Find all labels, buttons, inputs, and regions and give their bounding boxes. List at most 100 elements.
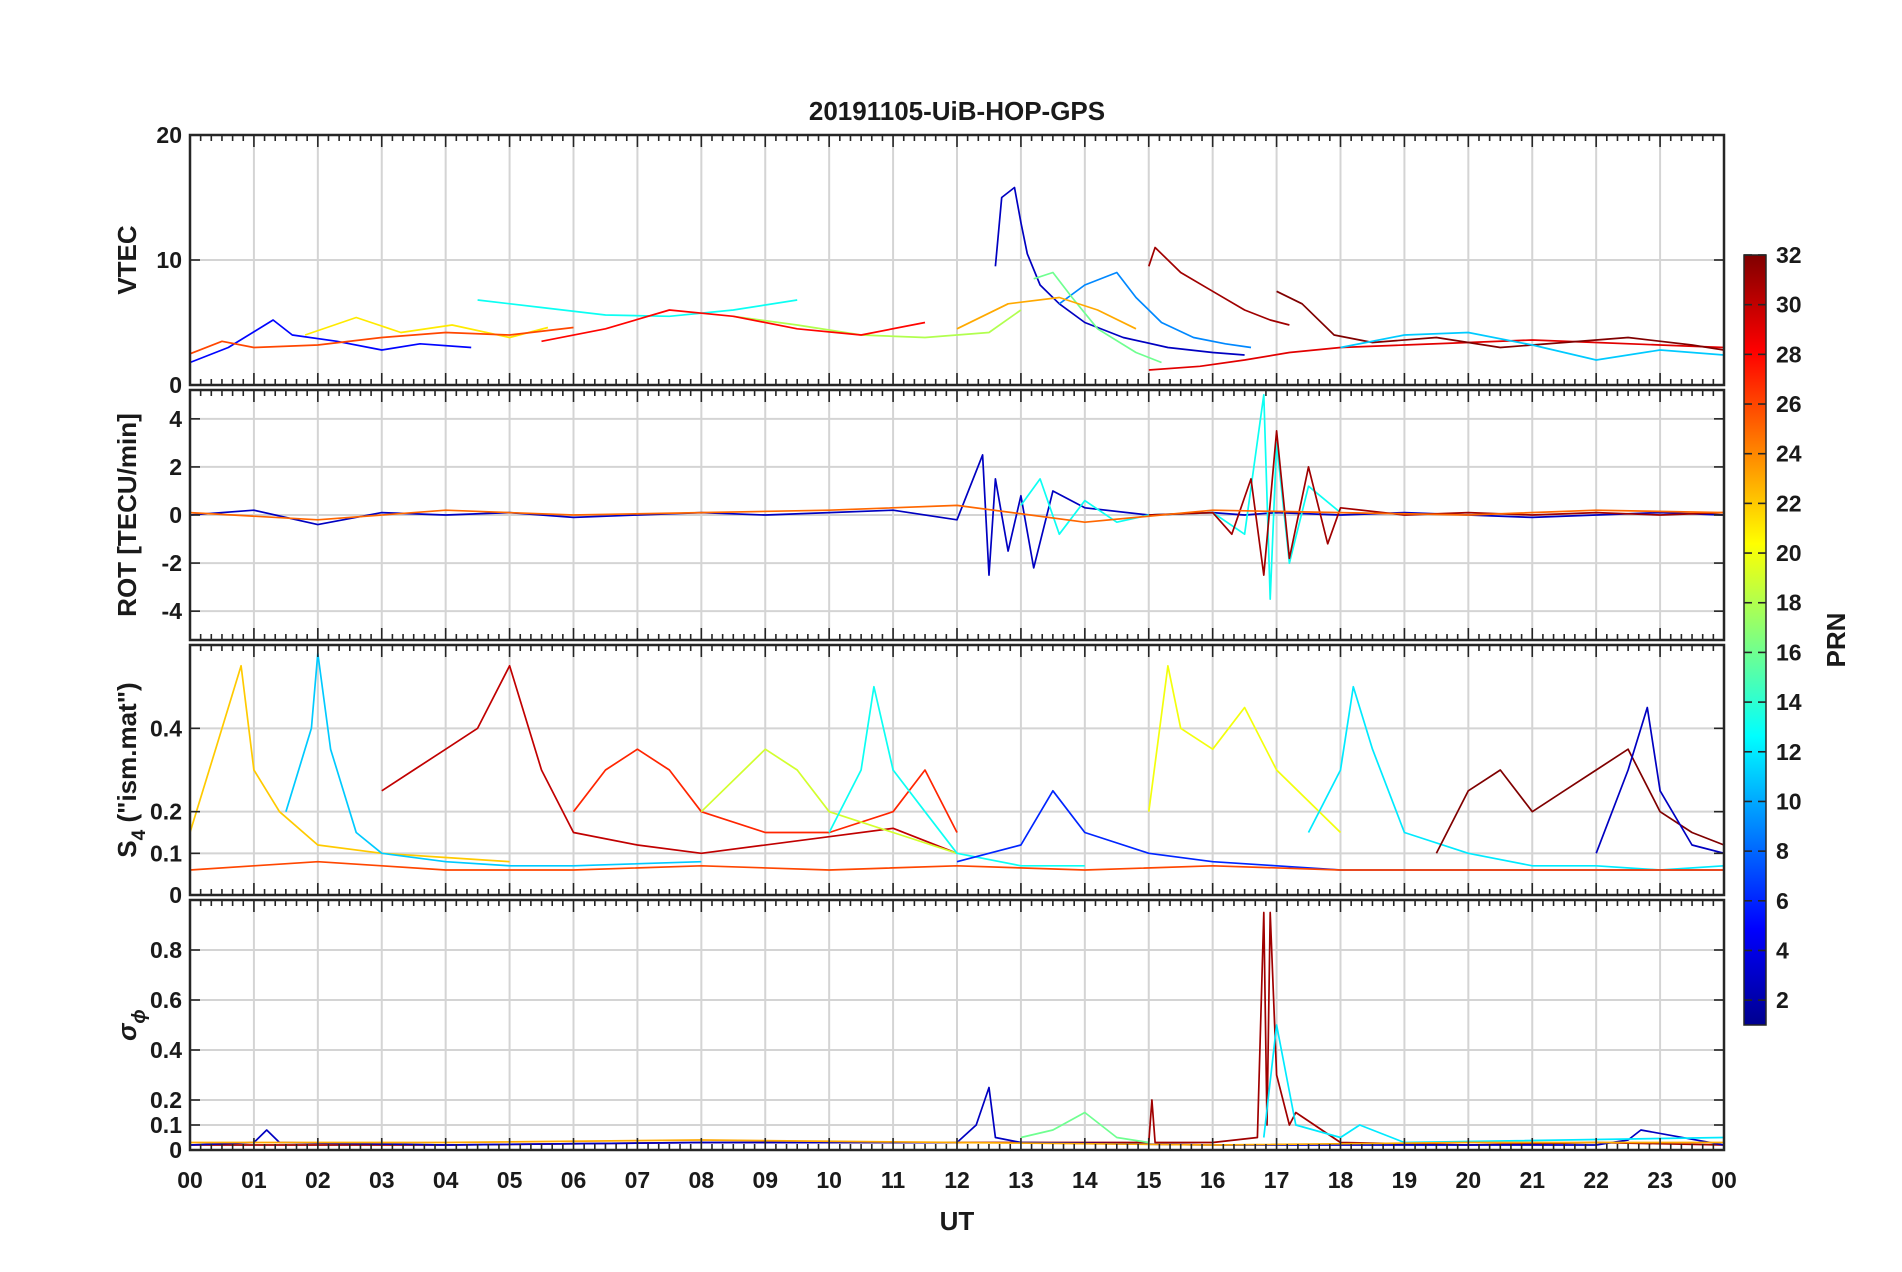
s4-series-prn-11: [285, 652, 702, 867]
sigma_phi-ytick-label: 0.4: [150, 1037, 182, 1063]
colorbar-tick-label: 22: [1776, 490, 1802, 516]
vtec-series-prn-18: [733, 309, 1022, 339]
rot-ylabel: ROT [TECU/min]: [112, 413, 142, 617]
s4-series-prn-13: [828, 685, 1085, 867]
x-tick-label: 04: [433, 1167, 459, 1193]
rot-ytick-label: -4: [162, 598, 183, 624]
s4-frame: [188, 643, 1726, 897]
x-tick-label: 09: [752, 1167, 778, 1193]
vtec-series-prn-11: [1340, 331, 1724, 361]
s4-series-prn-12: [1307, 685, 1724, 871]
x-tick-label: 00: [177, 1167, 203, 1193]
rot-ytick-label: 0: [169, 502, 182, 528]
rot-ytick-label: 2: [169, 454, 182, 480]
chart-title: 20191105-UiB-HOP-GPS: [809, 96, 1105, 126]
x-tick-label: 13: [1008, 1167, 1034, 1193]
x-tick-label: 00: [1711, 1167, 1737, 1193]
s4-ytick-label: 0: [169, 882, 182, 908]
x-tick-label: 08: [689, 1167, 715, 1193]
sigma_phi-ytick-label: 0.1: [150, 1112, 182, 1138]
s4-series-prn-20: [1147, 664, 1342, 834]
x-tick-label: 17: [1264, 1167, 1290, 1193]
rot-series-prn-31: [1148, 430, 1724, 576]
x-tick-label: 15: [1136, 1167, 1162, 1193]
colorbar-label: PRN: [1821, 613, 1851, 668]
vtec-panel: 0 10 20: [156, 122, 1726, 398]
colorbar-tick-label: 30: [1776, 292, 1802, 318]
colorbar-tick-label: 8: [1776, 838, 1789, 864]
sigma_phi-ytick-label: 0.8: [150, 937, 182, 963]
colorbar-gradient: [1743, 254, 1767, 1026]
vtec-series-prn-26: [190, 326, 574, 355]
vtec-series-prn-13: [477, 299, 798, 318]
s4-ytick-label: 0.1: [150, 840, 182, 866]
x-tick-label: 11: [881, 1167, 906, 1193]
colorbar-tick-label: 6: [1776, 888, 1789, 914]
x-tick-label: 16: [1200, 1167, 1226, 1193]
vtec-ylabel: VTEC: [112, 225, 142, 295]
vtec-series-prn-16: [1033, 271, 1162, 364]
s4-ytick-label: 0.2: [150, 799, 182, 825]
vtec-series-group: [190, 186, 1724, 371]
sigma_phi-series-prn-16: [1020, 1111, 1149, 1144]
x-tick-label: 23: [1647, 1167, 1673, 1193]
vtec-series-prn-23: [956, 296, 1137, 330]
x-tick-label: 02: [305, 1167, 331, 1193]
rot-panel: -4 -2 0 2 4: [162, 388, 1726, 642]
colorbar-tick-label: 16: [1776, 639, 1802, 665]
s4-ylabel-main: S: [112, 840, 142, 857]
s4-ylabel: S4 ("ism.mat"): [112, 682, 150, 857]
vtec-frame: [188, 133, 1726, 387]
colorbar-tick-label: 12: [1776, 739, 1802, 765]
rot-series-group: [190, 393, 1724, 600]
colorbar-tick-label: 26: [1776, 391, 1802, 417]
vtec-series-prn-31: [1147, 246, 1290, 326]
sigma-phi-ylabel-sub: ϕ: [129, 1009, 150, 1023]
vtec-ytick-label: 0: [169, 372, 182, 398]
x-tick-label: 01: [241, 1167, 267, 1193]
colorbar-tick-label: 28: [1776, 341, 1802, 367]
x-tick-labels: 00 01 02 03 04 05 06 07 08 09 10 11 12 13 14 15 16 17 18 19…: [177, 1167, 1737, 1193]
x-tick-label: 20: [1456, 1167, 1482, 1193]
x-tick-label: 18: [1328, 1167, 1354, 1193]
rot-series-prn-25: [190, 504, 1724, 524]
sigma-phi-panel: 00.10.2 0.4 0.6 0.8: [150, 898, 1726, 1163]
s4-series-prn-32: [1435, 748, 1724, 854]
s4-series-prn-19: [700, 748, 958, 855]
rot-ytick-label: -2: [162, 550, 182, 576]
vtec-series-prn-32: [1276, 290, 1724, 351]
colorbar-tick-label: 20: [1776, 540, 1802, 566]
vtec-series-prn-21: [304, 316, 549, 339]
colorbar-tick-label: 10: [1776, 788, 1802, 814]
s4-series-prn-3: [1595, 706, 1724, 855]
s4-series-prn-26: [190, 860, 1724, 871]
sigma-phi-ylabel-main: σ: [112, 1022, 142, 1041]
x-tick-label: 10: [816, 1167, 842, 1193]
x-tick-label: 14: [1072, 1167, 1098, 1193]
x-tick-label: 06: [561, 1167, 587, 1193]
s4-series-prn-22: [190, 664, 510, 863]
x-tick-label: 19: [1392, 1167, 1418, 1193]
sigma_phi-ytick-label: 0: [169, 1137, 182, 1163]
s4-ylabel-rest: ("ism.mat"): [112, 682, 142, 829]
vtec-ytick-label: 20: [156, 122, 182, 148]
s4-panel: 0 0.1 0.2 0.4: [150, 643, 1726, 908]
s4-ytick-label: 0.4: [150, 715, 182, 741]
s4-ylabel-sub: 4: [129, 829, 150, 840]
vtec-series-prn-28: [541, 309, 926, 343]
sigma-phi-ylabel: σϕ: [112, 1009, 150, 1041]
rot-frame: [188, 388, 1726, 642]
rot-ytick-label: 4: [169, 406, 182, 432]
vtec-series-prn-3: [994, 186, 1245, 356]
s4-series-prn-30: [381, 664, 958, 855]
colorbar-tick-label: 14: [1776, 689, 1802, 715]
s4-series-group: [190, 652, 1724, 871]
x-tick-label: 05: [497, 1167, 523, 1193]
x-tick-label: 22: [1583, 1167, 1609, 1193]
sigma_phi-ytick-label: 0.6: [150, 987, 182, 1013]
vtec-series-prn-9: [1058, 271, 1252, 349]
x-tick-label: 03: [369, 1167, 395, 1193]
colorbar-tick-label: 18: [1776, 590, 1802, 616]
